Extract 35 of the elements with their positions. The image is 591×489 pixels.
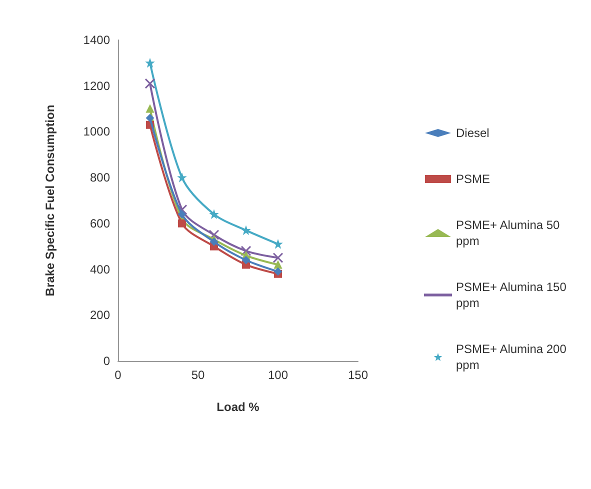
y-tick-label: 600	[90, 216, 110, 230]
y-tick-label: 0	[103, 354, 110, 368]
point	[146, 104, 154, 113]
legend-label: PSME+ Alumina 50 ppm	[456, 218, 564, 248]
x-tick-label: 100	[268, 368, 288, 382]
point	[178, 219, 186, 228]
point	[274, 240, 282, 248]
point	[240, 246, 252, 256]
y-tick-label: 200	[90, 308, 110, 322]
point	[144, 78, 156, 89]
point	[146, 114, 154, 122]
y-axis-title: Brake Specific Fuel Consumption	[43, 104, 57, 296]
legend-label: PSME+ Alumina 200 ppm	[456, 342, 570, 372]
y-tick-label: 1400	[83, 33, 110, 47]
point	[274, 260, 282, 269]
point	[178, 210, 186, 218]
point	[272, 252, 284, 264]
point	[210, 238, 218, 246]
y-tick-label: 1200	[83, 78, 110, 93]
legend-label: PSME	[456, 172, 490, 186]
point	[242, 256, 250, 264]
x-tick-label: 0	[114, 368, 122, 382]
y-tick-label: 400	[90, 262, 110, 276]
point	[210, 210, 218, 218]
y-tick-label: 800	[90, 170, 110, 185]
legend-label: Diesel	[456, 126, 490, 140]
point	[242, 226, 250, 234]
legend-label: PSME+ Alumina 150 ppm	[456, 280, 570, 310]
x-tick-label: 50	[191, 368, 205, 382]
x-tick-label: 150	[348, 368, 368, 382]
point	[146, 58, 154, 67]
x-axis-title: Load %	[216, 400, 260, 414]
point	[178, 174, 186, 182]
y-tick-label: 1000	[83, 124, 110, 139]
point	[208, 230, 220, 240]
